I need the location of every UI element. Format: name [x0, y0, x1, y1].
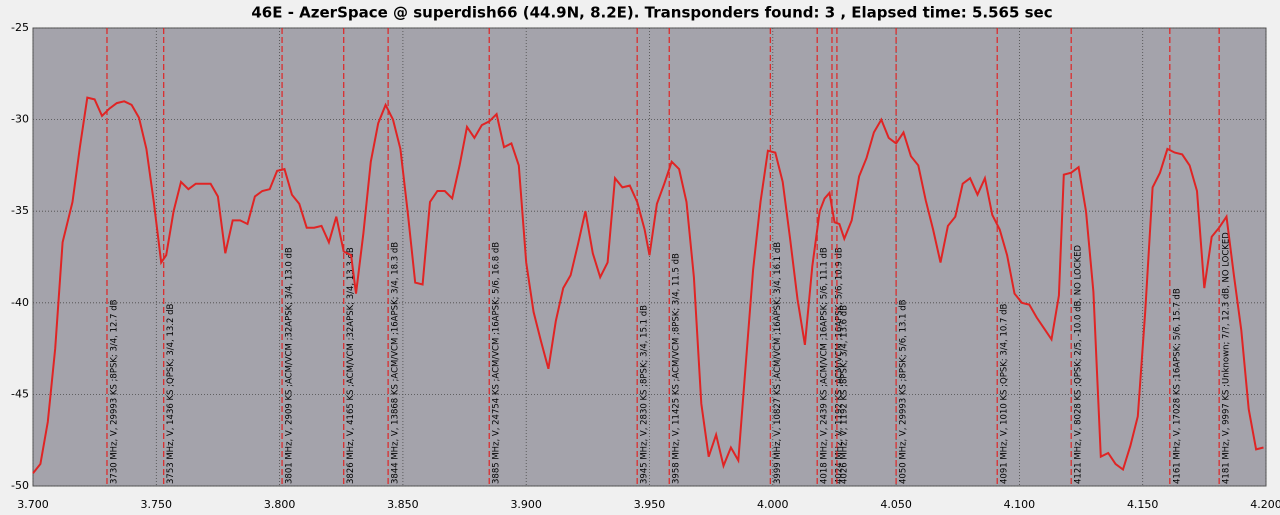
transponder-label: 3958 MHz, V, 11425 KS ;ACM/VCM ;8PSK; 3/… — [672, 253, 682, 484]
transponder-label: 3801 MHz, V, 2909 KS ;ACM/VCM ;32APSK; 3… — [285, 247, 295, 484]
transponder-label: 4181 MHz, V, 9997 KS ;Unknown; 7/?, 12.3… — [1222, 232, 1232, 484]
transponder-label: 4024 MHz, V, 1192 KS ;ACM/VCM ;16APSK; 5… — [834, 247, 844, 484]
x-tick-label: 4.050 — [880, 498, 912, 511]
x-tick-label: 4.200 — [1250, 498, 1280, 511]
x-tick-label: 3.800 — [264, 498, 296, 511]
transponder-label: 4050 MHz, V, 29993 KS ;8PSK; 5/6, 13.1 d… — [899, 299, 909, 484]
transponder-label: 3826 MHz, V, 4165 KS ;ACM/VCM ;32APSK; 3… — [346, 247, 356, 484]
x-tick-label: 3.850 — [387, 498, 419, 511]
y-tick-label: -25 — [11, 21, 29, 34]
transponder-label: 4026 MHz, V, 1192 KS ;8PSK; 3/4, 13.6 dB — [839, 305, 849, 484]
x-tick-label: 3.950 — [634, 498, 666, 511]
transponder-label: 3885 MHz, V, 24754 KS ;ACM/VCM ;16APSK; … — [492, 242, 502, 484]
y-tick-label: -45 — [11, 387, 29, 400]
x-tick-label: 3.900 — [510, 498, 542, 511]
transponder-label: 4018 MHz, V, 2439 KS ;ACM/VCM ;16APSK; 5… — [820, 247, 830, 484]
x-tick-label: 3.700 — [17, 498, 49, 511]
y-tick-label: -40 — [11, 296, 29, 309]
transponder-label: 3844 MHz, V, 13868 KS ;ACM/VCM ;16APSK; … — [391, 242, 401, 484]
transponder-label: 4121 MHz, V, 8028 KS ;QPSK; 2/5, -10.0 d… — [1074, 244, 1084, 484]
transponder-label: 3730 MHz, V, 29993 KS ;8PSK; 3/4, 12.7 d… — [109, 299, 119, 484]
chart-title: 46E - AzerSpace @ superdish66 (44.9N, 8.… — [251, 4, 1052, 22]
y-tick-label: -50 — [11, 479, 29, 492]
transponder-label: 4091 MHz, V, 1010 KS ;QPSK; 3/4, 10.7 dB — [1000, 304, 1010, 484]
y-tick-label: -30 — [11, 113, 29, 126]
transponder-label: 3999 MHz, V, 10827 KS ;ACM/VCM ;16APSK; … — [773, 242, 783, 484]
transponder-label: 3945 MHz, V, 2830 KS ;8PSK; 3/4, 15.1 dB — [640, 305, 650, 484]
transponder-label: 4161 MHz, V, 17028 KS ;16APSK; 5/6, 15.7… — [1172, 288, 1182, 484]
x-tick-label: 4.150 — [1127, 498, 1159, 511]
spectrum-line — [32, 96, 1264, 474]
x-tick-label: 3.750 — [141, 498, 173, 511]
x-tick-label: 4.000 — [757, 498, 789, 511]
transponder-label: 3753 MHz, V, 1436 KS ;QPSK; 3/4, 13.2 dB — [166, 304, 176, 484]
y-tick-label: -35 — [11, 204, 29, 217]
x-tick-label: 4.100 — [1004, 498, 1036, 511]
